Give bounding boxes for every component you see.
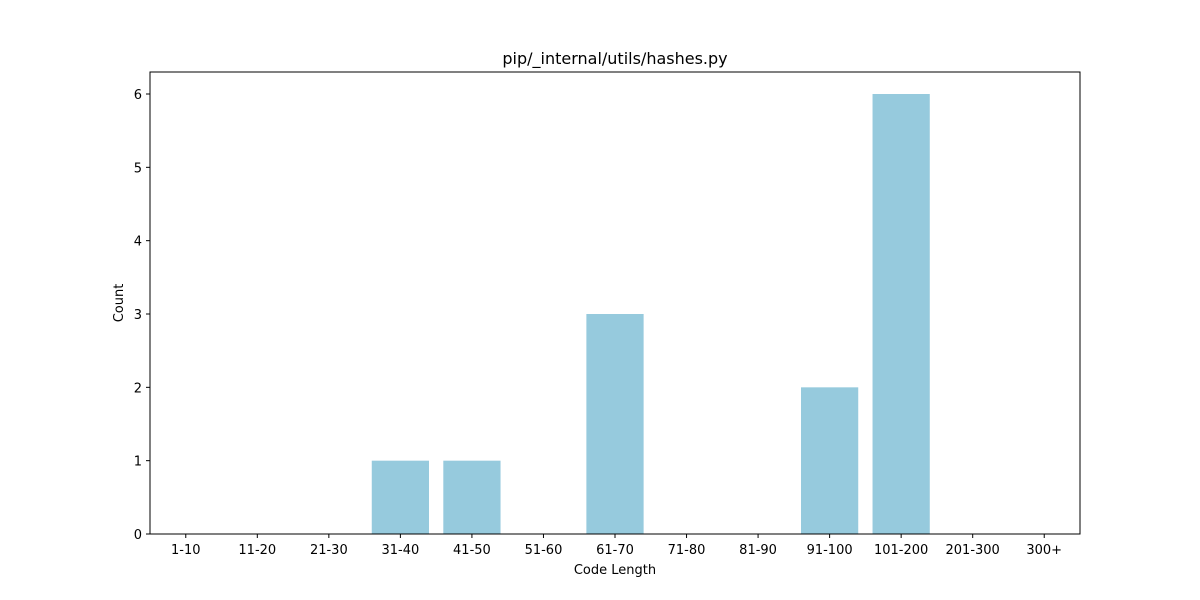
y-axis-label: Count	[112, 284, 127, 323]
x-tick-label: 1-10	[171, 543, 201, 558]
y-tick-label: 5	[134, 161, 142, 176]
x-tick-label: 41-50	[453, 543, 491, 558]
bars-group	[371, 94, 930, 534]
x-tick-label: 11-20	[238, 543, 276, 558]
x-tick-label: 51-60	[525, 543, 563, 558]
x-tick-label: 61-70	[596, 543, 634, 558]
x-tick-label: 300+	[1026, 543, 1062, 558]
bar-41-50	[443, 460, 501, 534]
x-tick-label: 71-80	[668, 543, 706, 558]
x-axis: 1-10 11-20 21-30 31-40 41-50 51-60 61-70 71-80 8…	[171, 534, 1062, 558]
bar-91-100	[801, 387, 859, 534]
bar-101-200	[872, 94, 930, 534]
x-axis-label: Code Length	[574, 563, 656, 578]
plot-frame	[149, 71, 1081, 535]
y-tick-label: 1	[134, 455, 142, 470]
y-axis: 0 1 2 3 4 5 6	[134, 88, 150, 543]
x-tick-label: 81-90	[739, 543, 777, 558]
x-tick-label: 201-300	[946, 543, 1000, 558]
x-tick-label: 31-40	[381, 543, 419, 558]
chart-title: pip/_internal/utils/hashes.py	[502, 49, 727, 69]
y-tick-label: 0	[134, 528, 142, 543]
y-tick-label: 3	[134, 308, 142, 323]
x-tick-label: 91-100	[807, 543, 853, 558]
y-tick-label: 2	[134, 381, 142, 396]
y-tick-label: 4	[134, 235, 142, 250]
y-tick-label: 6	[134, 88, 142, 103]
bar-31-40	[371, 460, 429, 534]
x-tick-label: 21-30	[310, 543, 348, 558]
bar-61-70	[586, 314, 644, 534]
x-tick-label: 101-200	[874, 543, 928, 558]
